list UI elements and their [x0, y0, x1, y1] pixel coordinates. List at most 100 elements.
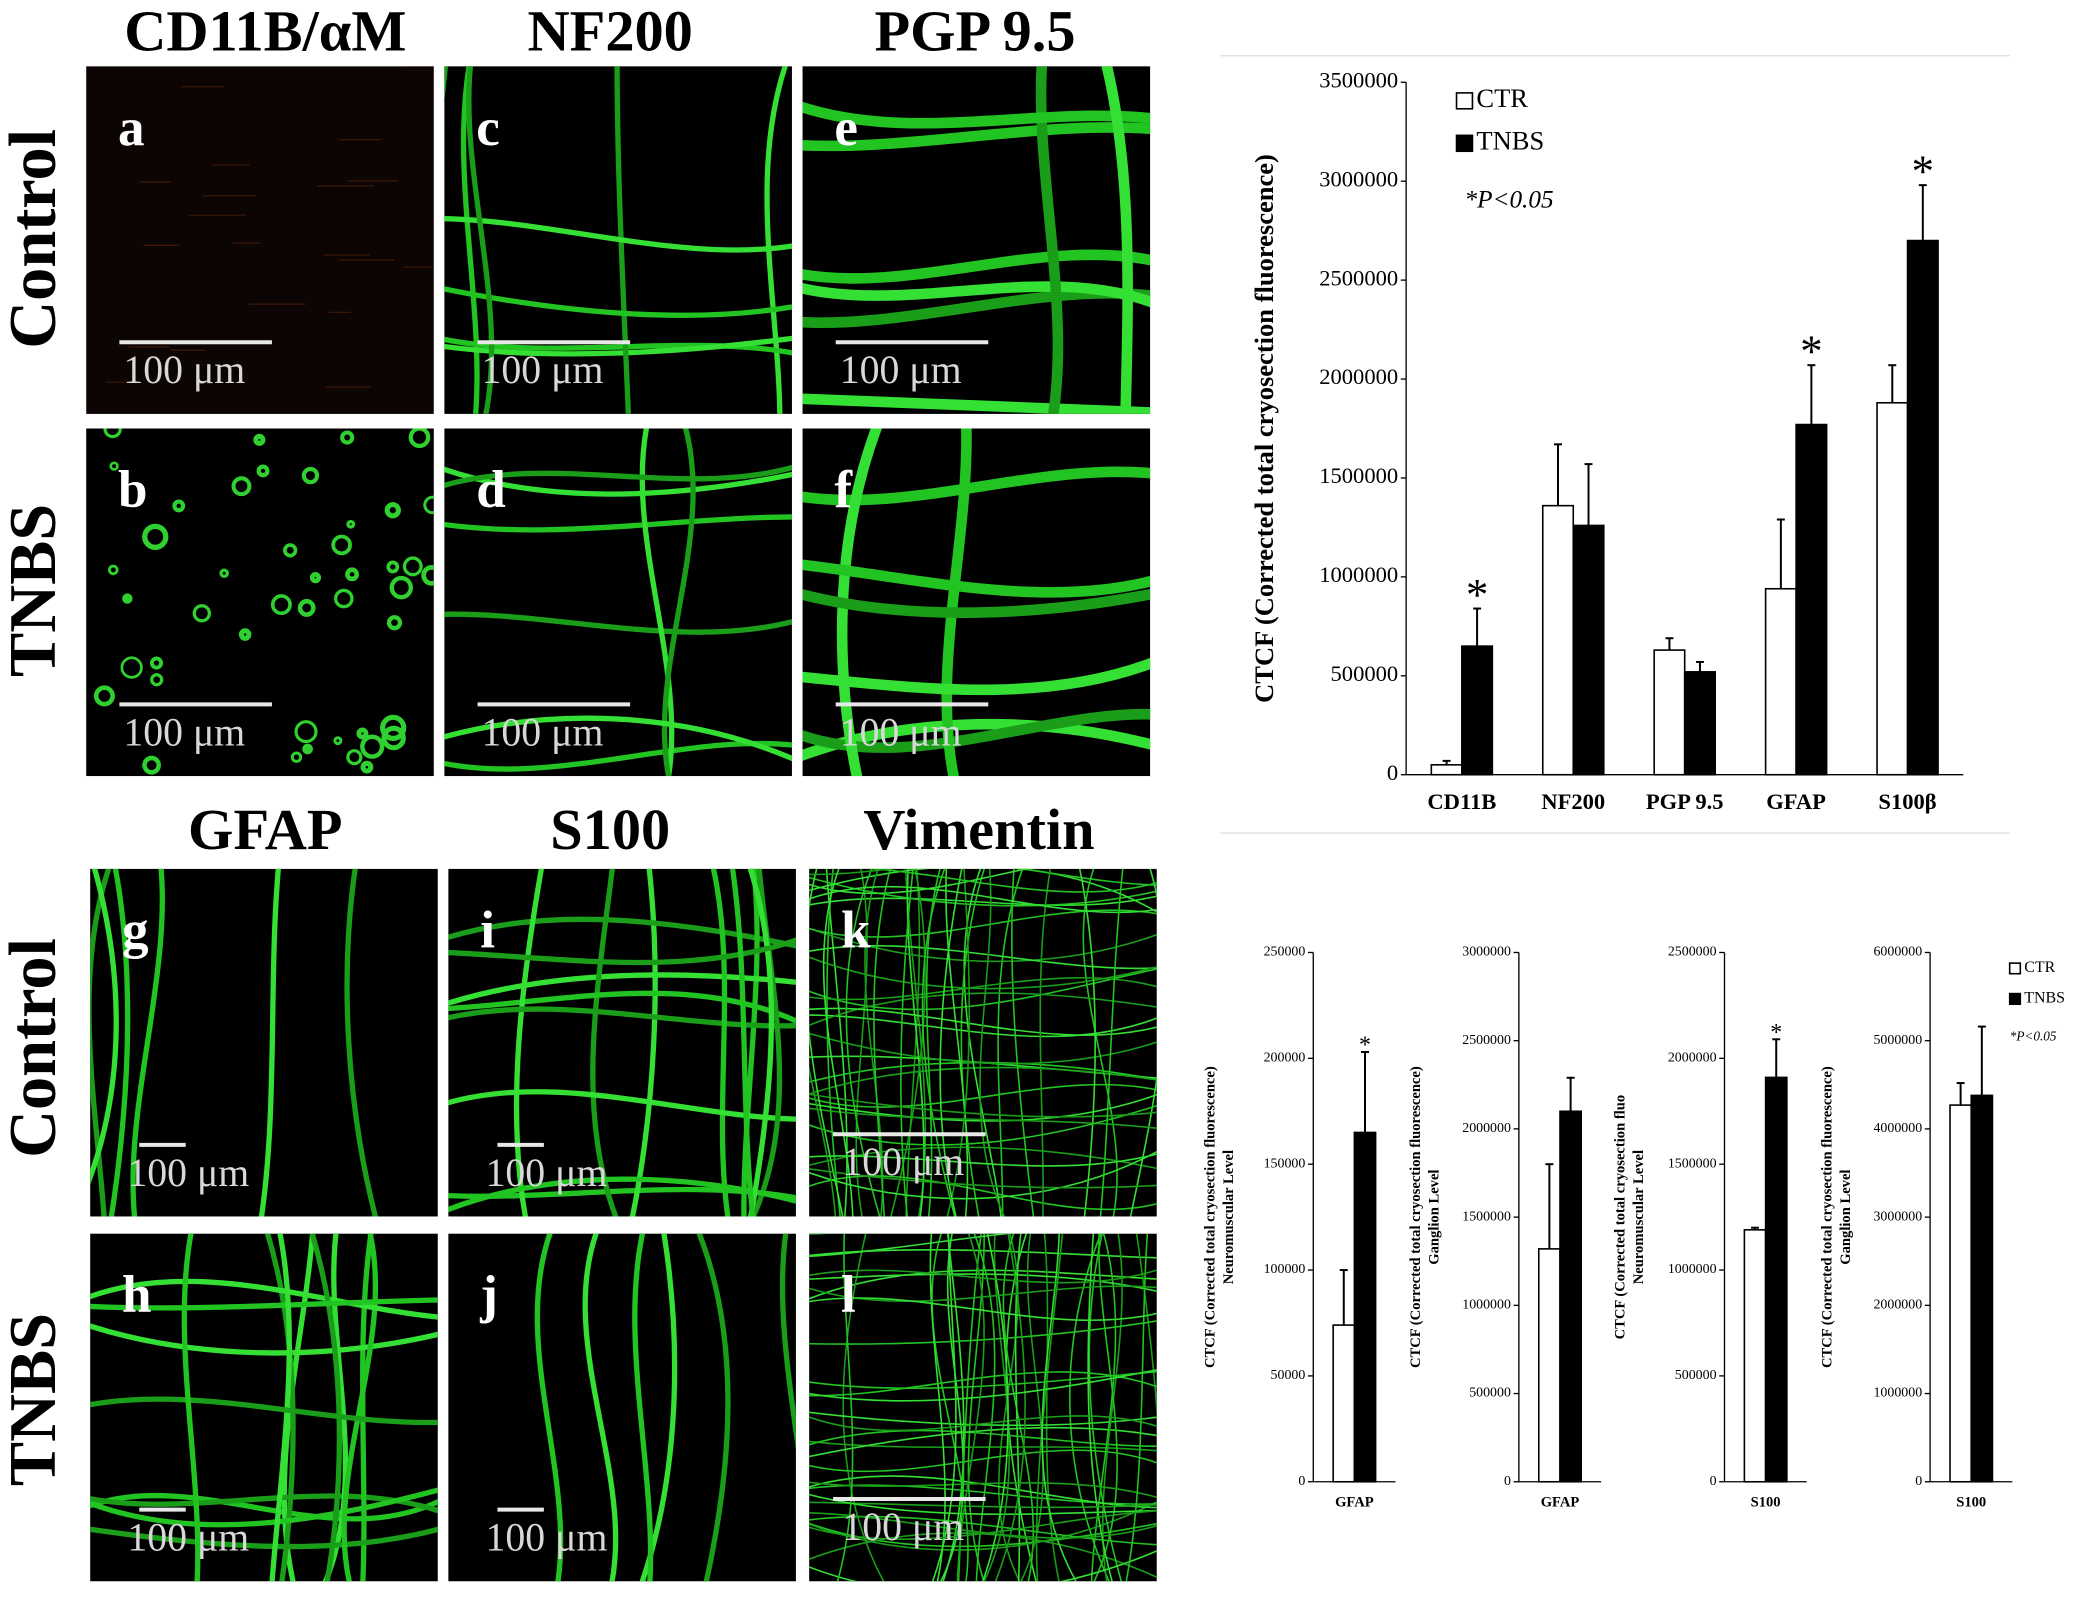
y-tick-label: 0 [1710, 1474, 1717, 1489]
fiber [309, 1233, 342, 1582]
fiber [1078, 868, 1097, 1217]
y-tick-label: 1000000 [1319, 562, 1398, 587]
fiber [809, 1449, 1157, 1473]
structures [802, 428, 1151, 777]
cell [283, 543, 298, 558]
fiber [822, 868, 854, 1217]
y-axis-title: CTCF (Corrected total cryosection fluore… [1819, 1066, 1835, 1368]
y-tick-label: 3000000 [1319, 166, 1398, 191]
micrograph: g 100 μm [90, 868, 438, 1217]
y-tick-label: 5000000 [1873, 1033, 1922, 1048]
fiber [1069, 1233, 1111, 1582]
x-tick-label: GFAP [1335, 1494, 1374, 1510]
y-tick-label: 2000000 [1873, 1298, 1922, 1313]
cell [120, 656, 143, 679]
fiber [809, 885, 1157, 914]
micrograph-bg [448, 1233, 796, 1582]
structures [90, 868, 379, 1217]
fiber [994, 1233, 1026, 1582]
cell [334, 588, 354, 609]
y-tick-label: 200000 [1264, 1051, 1306, 1066]
cell [149, 656, 164, 670]
cell [294, 720, 318, 744]
y-axis-title: CTCF (Corrected total cryosection fluo [1612, 1095, 1628, 1340]
fiber [444, 335, 792, 357]
micrograph-bg [86, 428, 434, 777]
panel-letter: l [841, 1266, 856, 1324]
fiber [344, 868, 379, 1217]
cell [389, 575, 413, 600]
micrograph: l 100 μm [809, 1233, 1157, 1582]
legend-swatch [2008, 992, 2022, 1006]
fiber [444, 611, 792, 635]
fiber [809, 895, 1157, 906]
fiber [1088, 1233, 1123, 1582]
y-tick-label: 2500000 [1462, 1033, 1511, 1048]
significance-star: * [1800, 327, 1823, 377]
fiber [90, 1493, 438, 1514]
panel-letter: e [834, 99, 858, 157]
fiber [809, 1512, 1157, 1539]
fiber [779, 1233, 796, 1450]
fiber [809, 976, 1157, 1001]
y-tick-label: 50000 [1271, 1368, 1306, 1383]
legend-label: CTR [2024, 959, 2055, 976]
cell [297, 599, 316, 617]
cell [408, 428, 431, 449]
bar [1430, 764, 1463, 776]
fiber [809, 1167, 1157, 1189]
legend-swatch [1455, 92, 1474, 110]
fiber [130, 868, 165, 1217]
bar [1795, 423, 1828, 776]
cell [270, 594, 292, 616]
significance-star: * [1359, 1033, 1371, 1059]
fiber [979, 868, 1006, 1217]
fiber [444, 514, 792, 533]
fiber [855, 868, 868, 1217]
x-tick-label: S100β [1878, 789, 1936, 814]
column-header: NF200 [528, 0, 693, 64]
fiber [661, 428, 696, 777]
x-tick-label: S100 [1751, 1494, 1781, 1510]
bar [1559, 1110, 1583, 1483]
fiber [747, 868, 775, 1217]
cell [290, 751, 303, 763]
fiber [809, 1522, 1157, 1548]
fiber [444, 464, 792, 489]
scale-bar-label: 100 μm [840, 710, 962, 754]
panel-letter: f [834, 461, 853, 519]
panel-letter: c [476, 99, 500, 157]
cell [340, 430, 355, 445]
y-axis-title: Neuromuscular Level [1221, 1150, 1237, 1284]
fiber [809, 1481, 1157, 1499]
fiber [1035, 1233, 1064, 1582]
y-tick-label: 3500000 [1319, 67, 1398, 92]
y-tick-label: 1000000 [1462, 1298, 1511, 1313]
fiber [809, 1066, 1157, 1095]
bar [1653, 649, 1686, 776]
annotation: *P<0.05 [1464, 186, 1553, 213]
y-axis-title: Ganglion Level [1838, 1170, 1854, 1265]
fiber [632, 1233, 654, 1582]
bar [1541, 504, 1575, 776]
fiber [1043, 1233, 1060, 1582]
bar [1743, 1229, 1767, 1483]
column-header: GFAP [188, 797, 343, 862]
fiber [444, 336, 792, 356]
cell [231, 476, 252, 497]
y-axis-title: CTCF (Corrected total cryosection fluore… [1408, 1066, 1424, 1368]
fiber [1129, 868, 1157, 1217]
cell [122, 593, 133, 604]
fiber [905, 868, 921, 1217]
fiber [448, 916, 796, 949]
fiber [802, 466, 1151, 506]
significance-star: * [1466, 570, 1489, 620]
scale-bar-label: 100 μm [123, 348, 245, 392]
cell [109, 461, 119, 471]
cell [256, 464, 270, 478]
cell [142, 755, 161, 775]
cell [380, 714, 407, 742]
fiber [809, 876, 1157, 907]
fiber [809, 868, 1030, 895]
fiber [809, 1107, 1157, 1130]
